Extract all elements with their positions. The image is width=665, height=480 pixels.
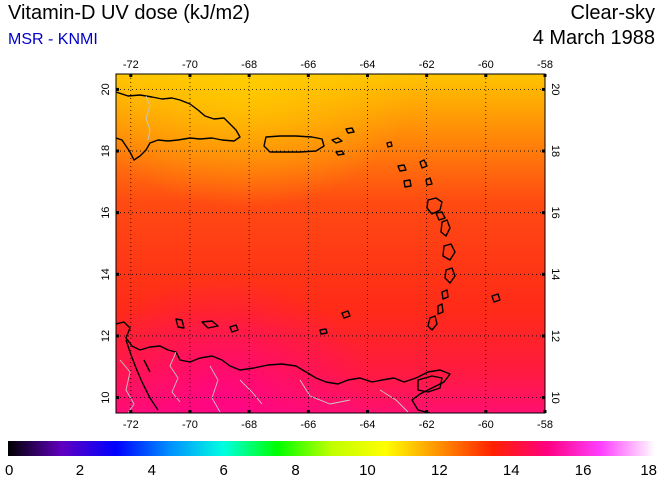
colombia-venezuela-border <box>119 359 135 413</box>
lon-label-bottom: -70 <box>182 419 198 431</box>
lon-label-bottom: -60 <box>478 419 494 431</box>
lon-label-bottom: -72 <box>123 419 139 431</box>
lon-label-top: -64 <box>360 59 376 71</box>
colorbar-label: 14 <box>503 462 520 479</box>
lon-label-bottom: -62 <box>419 419 435 431</box>
lat-label-left: 18 <box>100 145 112 157</box>
uv-field-warm <box>116 74 545 413</box>
colorbar-labels: 0 2 4 6 8 10 12 14 16 18 <box>5 462 657 479</box>
lesser-antilles-north <box>386 141 433 188</box>
lat-label-right: 20 <box>549 83 561 95</box>
colorbar-label: 18 <box>640 462 657 479</box>
lat-label-left: 14 <box>100 268 112 280</box>
venezuela-islands <box>319 310 351 335</box>
lat-label-right: 18 <box>549 145 561 157</box>
lon-label-bottom: -66 <box>300 419 316 431</box>
haiti-dr-border <box>145 95 151 141</box>
colorbar-label: 4 <box>148 462 156 479</box>
colorbar-label: 2 <box>76 462 84 479</box>
lon-label-top: -62 <box>419 59 435 71</box>
grenada <box>427 315 438 331</box>
lon-label-top: -60 <box>478 59 494 71</box>
lat-label-left: 20 <box>100 83 112 95</box>
lon-label-top: -58 <box>537 59 553 71</box>
producer-label: MSR - KNMI <box>8 31 98 48</box>
abc-islands <box>175 318 239 333</box>
lon-label-bottom: -68 <box>241 419 257 431</box>
lat-label-left: 10 <box>100 391 112 403</box>
lake-maracaibo <box>125 339 159 411</box>
lat-label-right: 10 <box>549 391 561 403</box>
colorbar <box>8 441 655 456</box>
dominica-martinique <box>440 219 456 261</box>
graticule <box>116 74 545 413</box>
date-label: 4 March 1988 <box>532 27 655 49</box>
map-title: Vitamin-D UV dose (kJ/m2) <box>8 2 250 24</box>
left-latitude-labels: 20 18 16 14 12 10 <box>100 83 112 403</box>
lat-label-right: 12 <box>549 330 561 342</box>
colorbar-label: 6 <box>219 462 227 479</box>
lon-label-top: -66 <box>300 59 316 71</box>
lat-label-left: 16 <box>100 207 112 219</box>
sky-condition-label: Clear-sky <box>570 2 655 24</box>
top-longitude-labels: -72 -70 -68 -66 -64 -62 -60 -58 <box>123 59 553 71</box>
colorbar-label: 10 <box>359 462 376 479</box>
map-frame <box>115 73 546 414</box>
coastlines <box>116 91 501 413</box>
lon-label-top: -68 <box>241 59 257 71</box>
barbados <box>491 293 501 303</box>
lon-label-bottom: -64 <box>360 419 376 431</box>
colorbar-label: 8 <box>291 462 299 479</box>
trinidad <box>417 375 443 393</box>
colorbar-label: 16 <box>575 462 592 479</box>
venezuela-interior <box>169 351 409 413</box>
lon-label-bottom: -58 <box>537 419 553 431</box>
lat-label-right: 14 <box>549 268 561 280</box>
colorbar-label: 0 <box>5 462 13 479</box>
lon-label-top: -70 <box>182 59 198 71</box>
tick-marks <box>116 74 547 413</box>
hispaniola-coast <box>116 91 241 161</box>
south-america-coast <box>116 321 451 413</box>
lat-label-right: 16 <box>549 207 561 219</box>
lon-label-top: -72 <box>123 59 139 71</box>
bottom-longitude-labels: -72 -70 -68 -66 -64 -62 -60 -58 <box>123 419 553 431</box>
st-lucia-vincent <box>437 267 456 315</box>
lat-label-left: 12 <box>100 330 112 342</box>
colorbar-label: 12 <box>431 462 448 479</box>
right-latitude-labels: 20 18 16 14 12 10 <box>549 83 561 403</box>
country-borders <box>119 95 409 413</box>
